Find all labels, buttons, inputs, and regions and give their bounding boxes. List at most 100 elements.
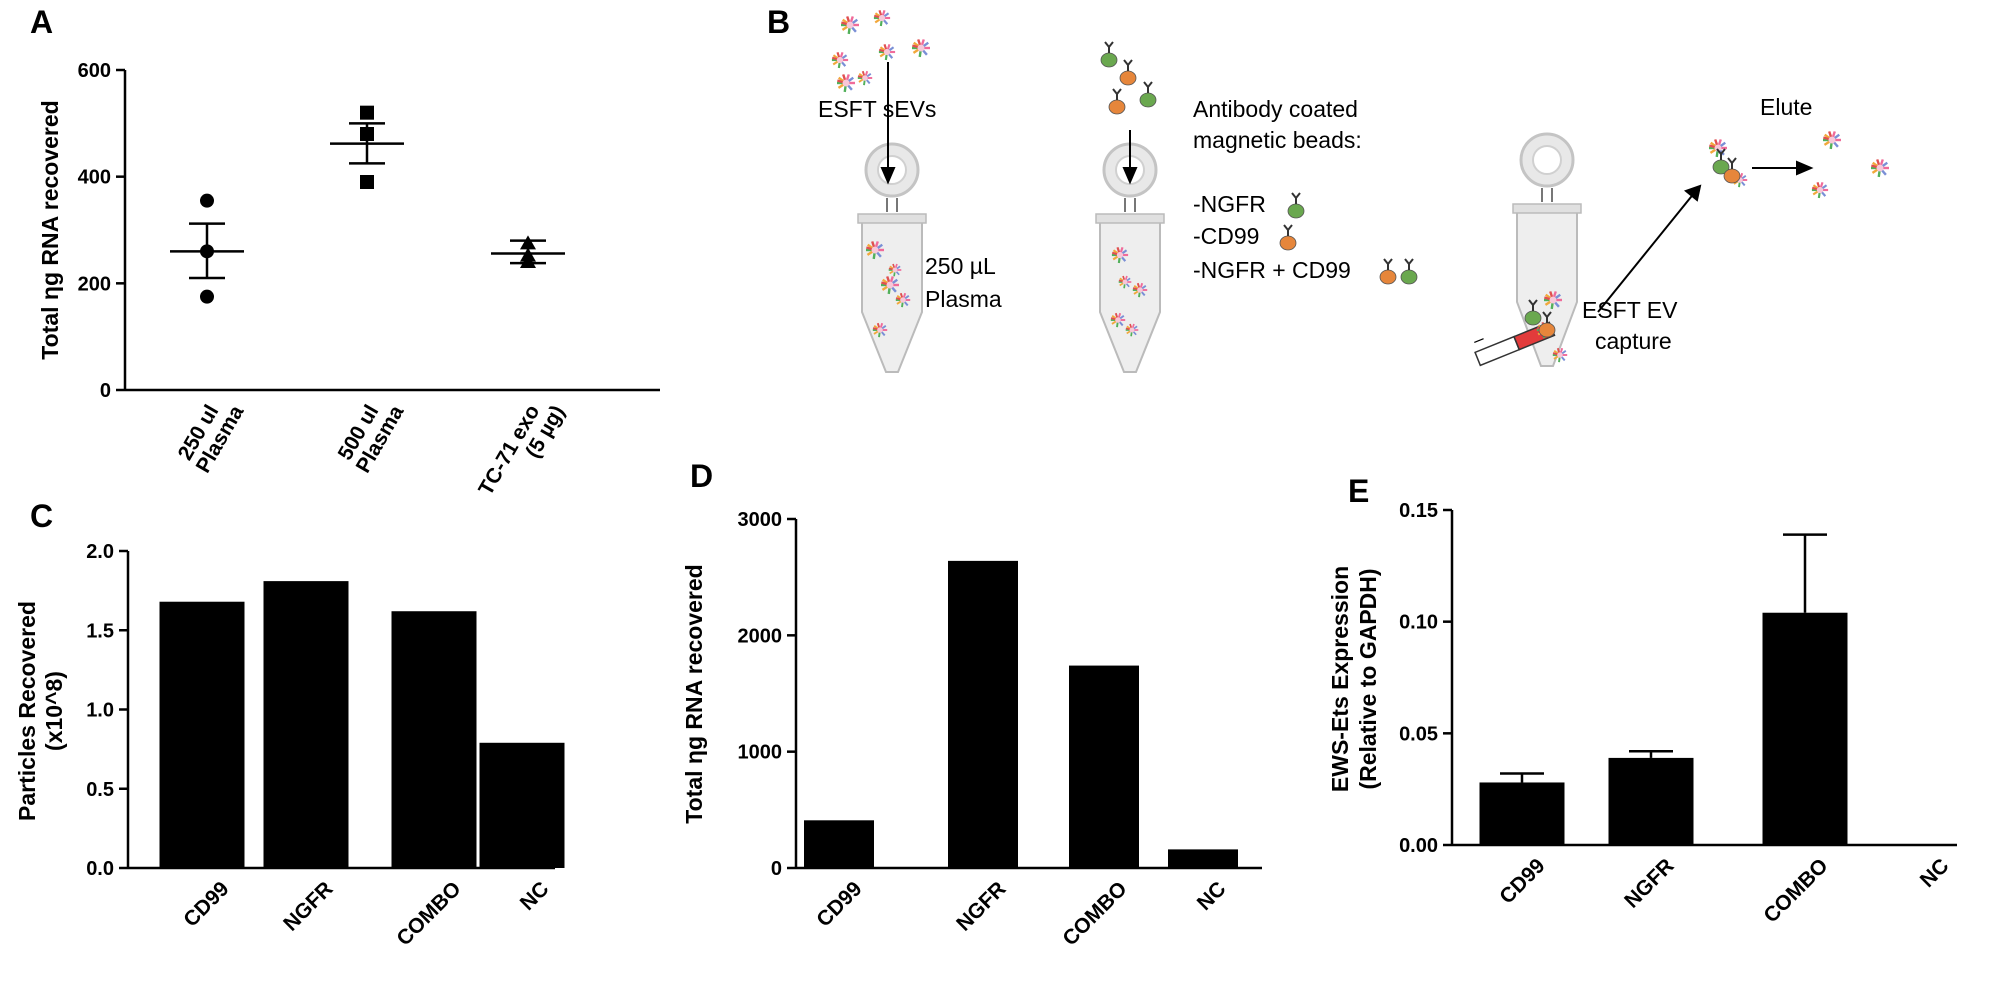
vesicle-core bbox=[1816, 186, 1824, 194]
antibody-bead-icon bbox=[1538, 311, 1556, 338]
bead-sphere bbox=[1400, 269, 1418, 285]
x-category-label: NC bbox=[1193, 877, 1231, 915]
bar bbox=[391, 611, 477, 868]
vesicle-core bbox=[1549, 296, 1557, 304]
antibody-bead-icon bbox=[1287, 192, 1305, 219]
antibody-shape bbox=[1291, 192, 1301, 204]
bar bbox=[479, 742, 565, 868]
y-axis-label-line1: Particles Recovered bbox=[14, 601, 40, 821]
label-volume: 250 µL bbox=[925, 253, 996, 279]
y-tick-label: 0.00 bbox=[1399, 835, 1438, 857]
chart-a: 0 200 400 600 Total ηg RNA recovered 250 ulPl… bbox=[37, 60, 660, 499]
y-axis-label: Total ηg RNA recovered bbox=[37, 100, 63, 359]
bar bbox=[804, 820, 874, 868]
vesicle-core bbox=[1122, 279, 1128, 285]
x-category-label: CD99 bbox=[179, 877, 233, 931]
vesicle-core bbox=[1115, 317, 1121, 323]
vesicle-icon bbox=[866, 241, 884, 260]
vesicle-icon bbox=[881, 276, 899, 295]
y-axis-label-line2: (x10^8) bbox=[41, 671, 67, 751]
vesicle-icon bbox=[1544, 291, 1562, 310]
x-category-label: CD99 bbox=[1495, 854, 1549, 908]
label-capture-line1: ESFT EV bbox=[1582, 297, 1678, 323]
vesicle-icon bbox=[1552, 347, 1568, 363]
antibody-shape bbox=[1528, 299, 1538, 311]
vesicle-core bbox=[1828, 136, 1836, 144]
antibody-shape bbox=[1112, 88, 1122, 100]
bead-sphere bbox=[1100, 52, 1118, 68]
vesicle-core bbox=[1137, 287, 1143, 293]
bead-sphere bbox=[1287, 203, 1305, 219]
antibody-shape bbox=[1716, 148, 1726, 160]
bar bbox=[948, 560, 1018, 868]
panel-letter-a: A bbox=[30, 4, 53, 40]
arrow-icon-elute-right bbox=[1752, 160, 1814, 176]
label-plasma: Plasma bbox=[925, 286, 1002, 312]
y-tick-label: 1.5 bbox=[86, 620, 114, 642]
vesicle-icon bbox=[878, 43, 896, 61]
bar bbox=[263, 581, 349, 868]
antibody-shape bbox=[1383, 258, 1393, 270]
antibody-shape bbox=[1143, 81, 1153, 93]
y-tick-label: 0.15 bbox=[1399, 500, 1438, 522]
vesicle-core bbox=[1557, 352, 1563, 358]
bead-sphere bbox=[1524, 310, 1542, 326]
chart-e: 0.00 0.05 0.10 0.15 CD99 NGFR COMBO NC EWS-Ets E… bbox=[1327, 500, 1957, 927]
antibody-bead-icon bbox=[1119, 59, 1137, 86]
data-point bbox=[360, 105, 374, 120]
panel-letter-e: E bbox=[1348, 473, 1369, 509]
label-elute: Elute bbox=[1760, 94, 1812, 120]
bar bbox=[1762, 612, 1848, 845]
panel-letter-c: C bbox=[30, 498, 53, 534]
vesicle-icon bbox=[1118, 275, 1132, 289]
vesicle-core bbox=[846, 21, 854, 29]
arrow-icon-add-beads bbox=[1122, 130, 1138, 185]
y-tick-label: 1000 bbox=[738, 742, 783, 764]
x-category-label: TC-71 exo(5 µg) bbox=[474, 401, 569, 499]
antibody-bead-icon bbox=[1108, 88, 1126, 115]
vesicle-core bbox=[836, 56, 844, 64]
data-point bbox=[360, 175, 374, 189]
vesicle-core bbox=[883, 48, 891, 56]
data-point bbox=[200, 289, 214, 304]
y-tick-label: 0 bbox=[100, 380, 111, 402]
vesicle-core bbox=[878, 14, 886, 22]
vesicle-icon bbox=[912, 39, 930, 58]
label-esft-sevs: ESFT sEVs bbox=[818, 96, 936, 122]
label-capture-line2: capture bbox=[1595, 328, 1672, 354]
x-category-label: NC bbox=[516, 877, 554, 915]
label-antibody-line1: Antibody coated bbox=[1193, 96, 1358, 122]
data-point bbox=[360, 127, 374, 141]
antibody-shape bbox=[1727, 157, 1737, 169]
vesicle-core bbox=[871, 246, 879, 254]
vesicle-icon bbox=[1110, 312, 1126, 328]
y-tick-label: 0.5 bbox=[86, 779, 114, 801]
antibody-bead-icon bbox=[1139, 81, 1157, 108]
magnet-minus-sign: – bbox=[1470, 328, 1487, 350]
y-tick-label: 400 bbox=[78, 167, 111, 189]
antibody-shape bbox=[1123, 59, 1133, 71]
antibody-shape bbox=[1542, 311, 1552, 323]
vesicle-icon bbox=[1811, 181, 1829, 199]
vesicle-icon bbox=[1125, 323, 1139, 337]
bead-sphere bbox=[1538, 322, 1556, 338]
bead-sphere bbox=[1119, 70, 1137, 86]
vesicle-icon bbox=[857, 70, 873, 86]
antibody-shape bbox=[1404, 258, 1414, 270]
y-tick-label: 600 bbox=[78, 60, 111, 82]
vesicle-core bbox=[1876, 164, 1884, 172]
data-point bbox=[520, 254, 536, 268]
antibody-bead-icon bbox=[1400, 258, 1418, 285]
x-category-label: COMBO bbox=[392, 877, 465, 950]
y-tick-label: 200 bbox=[78, 273, 111, 295]
vesicle-icon bbox=[873, 9, 891, 27]
vesicle-icon bbox=[872, 322, 888, 338]
bead-sphere bbox=[1723, 168, 1741, 184]
vesicle-icon bbox=[1823, 131, 1841, 150]
vesicle-core bbox=[900, 297, 906, 303]
vesicle-icon bbox=[1709, 139, 1727, 158]
vesicle-icons bbox=[831, 9, 1889, 363]
antibody-bead-icons bbox=[1100, 41, 1741, 338]
vesicle-icon bbox=[1111, 246, 1129, 264]
